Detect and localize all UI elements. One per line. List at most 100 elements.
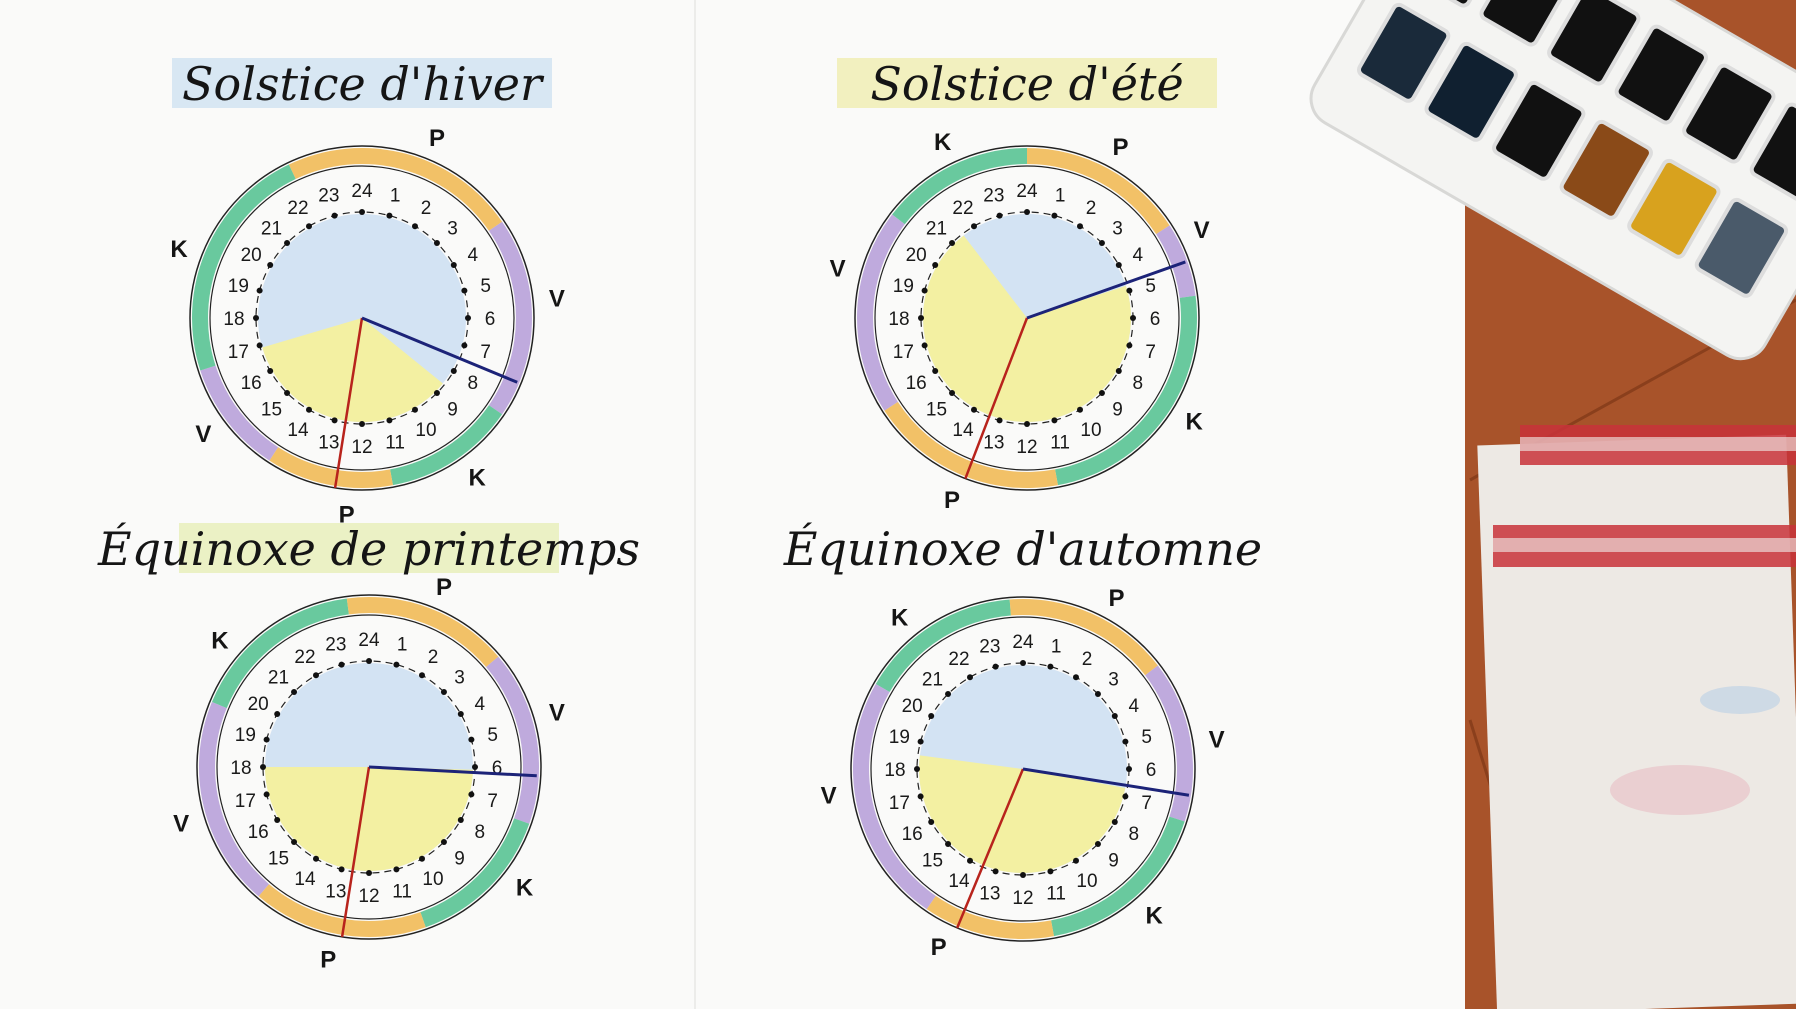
hour-tick — [992, 663, 999, 670]
hour-number: 17 — [228, 342, 249, 363]
hour-number: 16 — [241, 373, 262, 394]
hour-number: 5 — [480, 276, 491, 297]
hour-tick — [1098, 240, 1105, 247]
hour-number: 23 — [983, 185, 1004, 206]
ring-segment-K — [875, 599, 1011, 692]
phase-label-K: K — [170, 236, 188, 263]
phase-label-K: K — [891, 605, 909, 632]
hour-number: 5 — [1141, 727, 1152, 748]
day-area — [265, 767, 473, 871]
hour-number: 16 — [906, 373, 927, 394]
phase-label-P: P — [1109, 585, 1125, 612]
hour-tick — [284, 389, 291, 396]
hour-number: 11 — [1050, 433, 1070, 454]
hour-number: 13 — [979, 884, 1000, 905]
paint-pan — [1479, 0, 1573, 47]
inner-ring-border — [209, 165, 515, 471]
hour-number: 12 — [358, 886, 379, 907]
hour-number: 17 — [235, 791, 256, 812]
hour-tick — [253, 315, 259, 321]
title-highlight — [172, 58, 552, 108]
blue-line — [361, 316, 518, 384]
ring-segment-P — [288, 148, 503, 231]
hour-number: 3 — [1108, 669, 1119, 690]
phase-label-P: P — [320, 947, 336, 974]
hour-tick — [393, 866, 400, 873]
hour-number: 13 — [325, 882, 346, 903]
hour-number: 16 — [248, 822, 269, 843]
phase-label-K: K — [1185, 408, 1203, 435]
outer-ring-border — [850, 596, 1196, 942]
inner-ring-border — [870, 616, 1176, 922]
ring-segment-K — [1055, 295, 1197, 486]
day-area — [918, 755, 1126, 874]
red-line — [340, 766, 371, 938]
phase-label-P: P — [1113, 134, 1129, 161]
diagram-title: Équinoxe de printemps — [97, 521, 640, 576]
hour-number: 12 — [1016, 437, 1037, 458]
hour-tick — [267, 368, 274, 374]
hour-tick — [949, 240, 956, 247]
phase-label-P: P — [944, 487, 960, 514]
title-highlight — [837, 58, 1217, 108]
hour-number: 8 — [468, 373, 479, 394]
hour-tick — [914, 766, 920, 772]
hour-number: 18 — [888, 309, 909, 330]
hour-tick — [331, 417, 338, 424]
hour-tick — [313, 855, 319, 862]
hour-number: 6 — [1146, 760, 1157, 781]
hour-number: 9 — [447, 400, 458, 421]
ring-segment-V — [853, 684, 936, 910]
phase-label-V: V — [821, 783, 837, 810]
hour-tick — [971, 223, 977, 230]
hour-tick — [465, 315, 471, 321]
phase-label-V: V — [830, 255, 846, 282]
hour-tick — [1115, 368, 1122, 374]
hour-number: 23 — [979, 636, 1000, 657]
hour-tick — [457, 817, 464, 823]
hour-number: 9 — [1108, 851, 1119, 872]
paint-pan — [1492, 80, 1586, 181]
hour-number: 24 — [351, 181, 373, 202]
hour-tick — [932, 262, 939, 268]
blue-line — [1022, 767, 1190, 797]
hour-number: 19 — [228, 276, 249, 297]
hour-tick — [386, 212, 393, 219]
hour-number: 9 — [454, 849, 465, 870]
hour-number: 1 — [397, 634, 408, 655]
hour-tick — [256, 287, 263, 294]
hour-number: 15 — [261, 400, 282, 421]
hour-tick — [1024, 421, 1030, 427]
phase-label-V: V — [195, 421, 211, 448]
ring-segment-P — [1009, 599, 1158, 676]
ring-segment-P — [269, 447, 393, 488]
phase-label-V: V — [549, 286, 565, 313]
hour-tick — [1122, 793, 1129, 800]
paint-pan — [1559, 119, 1653, 220]
hour-number: 6 — [485, 309, 496, 330]
hour-tick — [1115, 262, 1122, 268]
hour-tick — [412, 223, 418, 230]
towel — [1477, 425, 1796, 1009]
hour-number: 5 — [1145, 276, 1156, 297]
hour-tick — [967, 857, 973, 864]
hour-tick — [274, 711, 281, 717]
blue-line — [368, 765, 537, 778]
hour-tick — [291, 838, 298, 845]
hour-tick — [331, 212, 338, 219]
hour-tick — [921, 342, 928, 349]
diagram-title: Solstice d'hiver — [182, 57, 545, 111]
hour-number: 1 — [390, 185, 401, 206]
hour-tick — [440, 838, 447, 845]
hour-number: 11 — [392, 882, 412, 903]
red-line — [956, 768, 1025, 929]
hour-number: 10 — [415, 420, 436, 441]
hour-tick — [1122, 738, 1129, 745]
ring-segment-V — [486, 656, 539, 824]
hour-tick — [928, 819, 935, 825]
paint-pan — [1547, 0, 1641, 86]
hour-tick — [263, 791, 270, 798]
blue-line — [1026, 260, 1186, 320]
